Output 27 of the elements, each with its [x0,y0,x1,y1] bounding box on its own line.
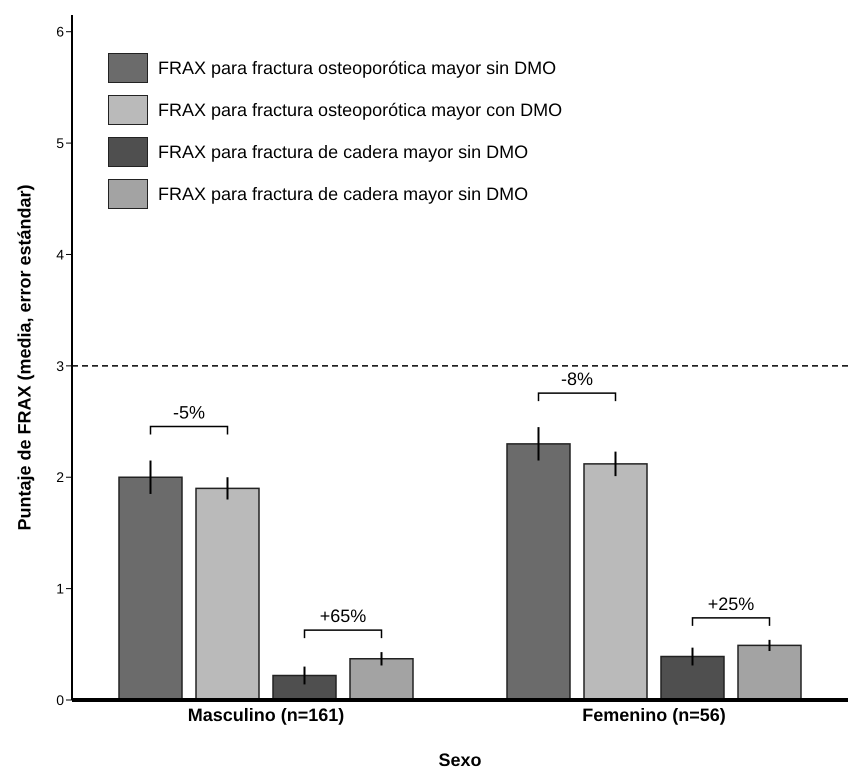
bar [737,644,802,700]
x-axis-title: Sexo [438,750,482,769]
y-axis-title: Puntaje de FRAX (media, error estándar) [14,184,34,531]
y-tick-label: 4 [56,246,64,262]
bar [506,443,571,700]
bar [195,488,260,700]
bar [583,463,648,700]
y-tick-label: 0 [56,692,64,708]
y-tick-label: 2 [56,469,64,486]
bar [660,656,725,700]
bar [118,476,183,700]
y-tick-label: 3 [56,358,64,374]
y-tick-label: 6 [56,24,64,40]
legend-label: FRAX para fractura osteoporótica mayor con DMO [158,99,562,121]
bar [272,674,337,700]
annotation: +25% [708,594,754,614]
x-tick-label: Masculino (n=161) [188,704,344,725]
legend-label: FRAX para fractura de cadera mayor sin DMO [158,141,528,163]
legend-label: FRAX para fractura osteoporótica mayor sin DMO [158,57,556,79]
annotation: -5% [172,402,206,423]
bar [349,658,414,700]
legend-label: FRAX para fractura de cadera mayor sin DMO [158,183,528,205]
y-tick-label: 5 [56,135,64,152]
y-tick-label: 1 [56,580,64,597]
x-tick-label: Femenino (n=56) [582,704,726,725]
annotation: -8% [560,369,594,390]
annotation: +65% [320,606,366,626]
